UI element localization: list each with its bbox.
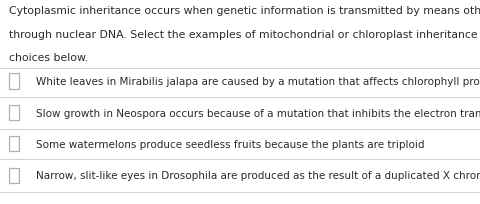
Bar	[9, 106, 19, 121]
Bar	[9, 168, 19, 183]
Text: Narrow, slit-like eyes in Drosophila are produced as the result of a duplicated : Narrow, slit-like eyes in Drosophila are…	[36, 171, 480, 180]
Text: choices below.: choices below.	[9, 53, 88, 63]
Text: Slow growth in Neospora occurs because of a mutation that inhibits the electron : Slow growth in Neospora occurs because o…	[36, 108, 480, 118]
Bar	[9, 136, 19, 151]
Text: Cytoplasmic inheritance occurs when genetic information is transmitted by means : Cytoplasmic inheritance occurs when gene…	[9, 6, 480, 16]
Bar	[9, 74, 19, 89]
Text: White leaves in Mirabilis jalapa are caused by a mutation that affects chlorophy: White leaves in Mirabilis jalapa are cau…	[36, 77, 480, 86]
Text: Some watermelons produce seedless fruits because the plants are triploid: Some watermelons produce seedless fruits…	[36, 139, 424, 149]
Text: through nuclear DNA. Select the examples of mitochondrial or chloroplast inherit: through nuclear DNA. Select the examples…	[9, 30, 480, 40]
